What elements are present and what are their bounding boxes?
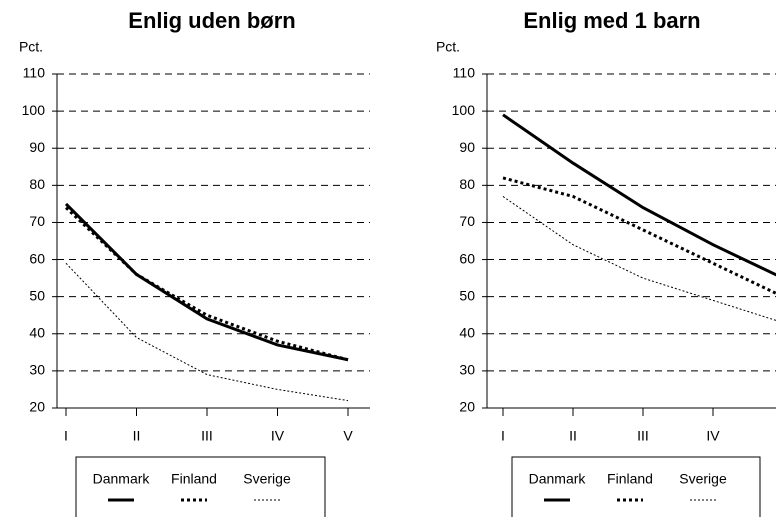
x-tick-label: II bbox=[569, 428, 577, 444]
line bbox=[502, 176, 776, 295]
x-tick-label: I bbox=[501, 428, 505, 444]
y-tick-label: 90 bbox=[459, 139, 475, 155]
legend-label: Sverige bbox=[679, 471, 727, 487]
legend-label: Finland bbox=[607, 471, 653, 487]
chart-title: Enlig uden børn bbox=[128, 8, 295, 33]
y-tick-label: 80 bbox=[459, 176, 475, 192]
y-tick-label: 70 bbox=[459, 213, 475, 229]
y-tick-label: 80 bbox=[29, 176, 45, 192]
x-tick-label: III bbox=[637, 428, 649, 444]
legend-box bbox=[511, 456, 761, 517]
y-tick-label: 90 bbox=[29, 139, 45, 155]
legend-label: Danmark bbox=[93, 471, 151, 487]
legend-box bbox=[75, 456, 326, 517]
x-tick-label: II bbox=[133, 428, 141, 444]
y-tick-label: 60 bbox=[29, 250, 45, 266]
y-tick-label: 100 bbox=[22, 102, 46, 118]
line bbox=[502, 196, 776, 321]
y-axis-label: Pct. bbox=[19, 39, 43, 55]
y-tick-label: 30 bbox=[29, 362, 45, 378]
y-tick-label: 20 bbox=[459, 399, 475, 415]
y-tick-label: 50 bbox=[459, 287, 475, 303]
x-tick-label: IV bbox=[271, 428, 285, 444]
y-tick-label: 70 bbox=[29, 213, 45, 229]
y-tick-label: 50 bbox=[29, 287, 45, 303]
legend-label: Danmark bbox=[529, 471, 587, 487]
y-tick-label: 40 bbox=[459, 324, 475, 340]
legend-label: Finland bbox=[171, 471, 217, 487]
y-tick-label: 30 bbox=[459, 362, 475, 378]
line bbox=[64, 202, 349, 362]
y-tick-label: 110 bbox=[453, 65, 476, 81]
legend-label: Sverige bbox=[243, 471, 291, 487]
y-tick-label: 20 bbox=[29, 399, 45, 415]
chart-title: Enlig med 1 barn bbox=[523, 8, 700, 33]
line bbox=[502, 113, 776, 277]
line bbox=[65, 262, 349, 402]
x-tick-label: I bbox=[64, 428, 68, 444]
x-tick-label: III bbox=[201, 428, 213, 444]
y-axis-label: Pct. bbox=[436, 39, 460, 55]
line bbox=[64, 206, 349, 362]
x-tick-label: IV bbox=[706, 428, 720, 444]
y-tick-label: 110 bbox=[23, 65, 46, 81]
x-tick-label: V bbox=[343, 428, 353, 444]
y-tick-label: 40 bbox=[29, 324, 45, 340]
y-tick-label: 60 bbox=[459, 250, 475, 266]
y-tick-label: 100 bbox=[452, 102, 476, 118]
